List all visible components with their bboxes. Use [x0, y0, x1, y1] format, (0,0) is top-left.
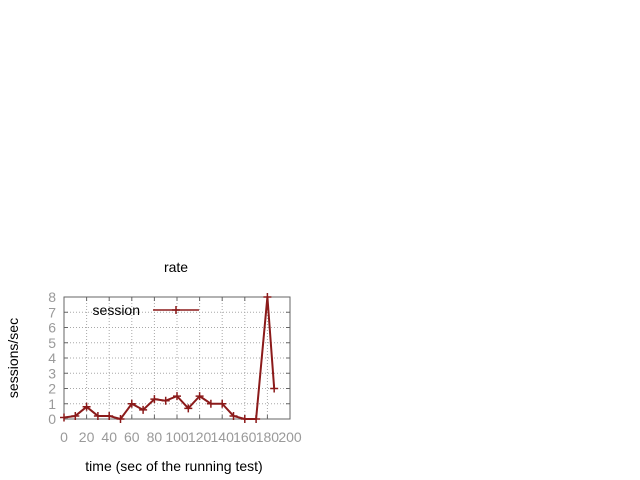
y-tick-label: 5 — [48, 335, 56, 351]
data-point — [218, 399, 227, 408]
y-tick-label: 0 — [48, 411, 56, 427]
x-tick-label: 60 — [124, 429, 140, 445]
data-point — [60, 413, 68, 422]
data-point — [127, 399, 136, 408]
data-point — [173, 392, 181, 401]
data-point — [116, 415, 125, 423]
grid — [64, 297, 290, 419]
x-axis-label: time (sec of the running test) — [85, 458, 262, 474]
x-tick-label: 80 — [147, 429, 163, 445]
y-tick-label: 3 — [48, 365, 56, 381]
chart-title: rate — [164, 259, 188, 275]
x-tick-label: 160 — [233, 429, 257, 445]
data-point — [93, 411, 102, 420]
data-point — [139, 405, 148, 414]
y-tick-label: 2 — [48, 381, 56, 397]
legend-marker-session — [172, 306, 180, 314]
series-layer — [60, 293, 279, 423]
y-tick-label: 1 — [48, 396, 56, 412]
x-tick-label: 100 — [165, 429, 189, 445]
data-point — [71, 411, 80, 420]
data-point — [161, 396, 170, 405]
legend: session — [93, 302, 199, 318]
data-point — [270, 384, 279, 393]
y-tick-label: 8 — [48, 289, 56, 305]
x-tick-label: 120 — [188, 429, 212, 445]
y-axis-label: sessions/sec — [5, 318, 21, 398]
data-point — [240, 415, 249, 423]
y-tick-label: 6 — [48, 320, 56, 336]
data-point — [229, 411, 238, 420]
x-tick-label: 20 — [79, 429, 95, 445]
data-point — [252, 415, 261, 423]
data-point — [184, 404, 193, 413]
legend-label-session: session — [93, 302, 140, 318]
data-point — [82, 402, 91, 411]
data-point — [195, 392, 204, 401]
x-tick-label: 200 — [278, 429, 302, 445]
x-tick-label: 140 — [211, 429, 235, 445]
y-tick-label: 4 — [48, 350, 56, 366]
x-tick-label: 180 — [256, 429, 280, 445]
data-point — [150, 395, 159, 404]
data-point — [105, 411, 114, 420]
data-point — [206, 399, 215, 408]
x-tick-label: 40 — [101, 429, 117, 445]
y-tick-label: 7 — [48, 304, 56, 320]
data-point — [263, 293, 272, 301]
x-tick-label: 0 — [60, 429, 68, 445]
